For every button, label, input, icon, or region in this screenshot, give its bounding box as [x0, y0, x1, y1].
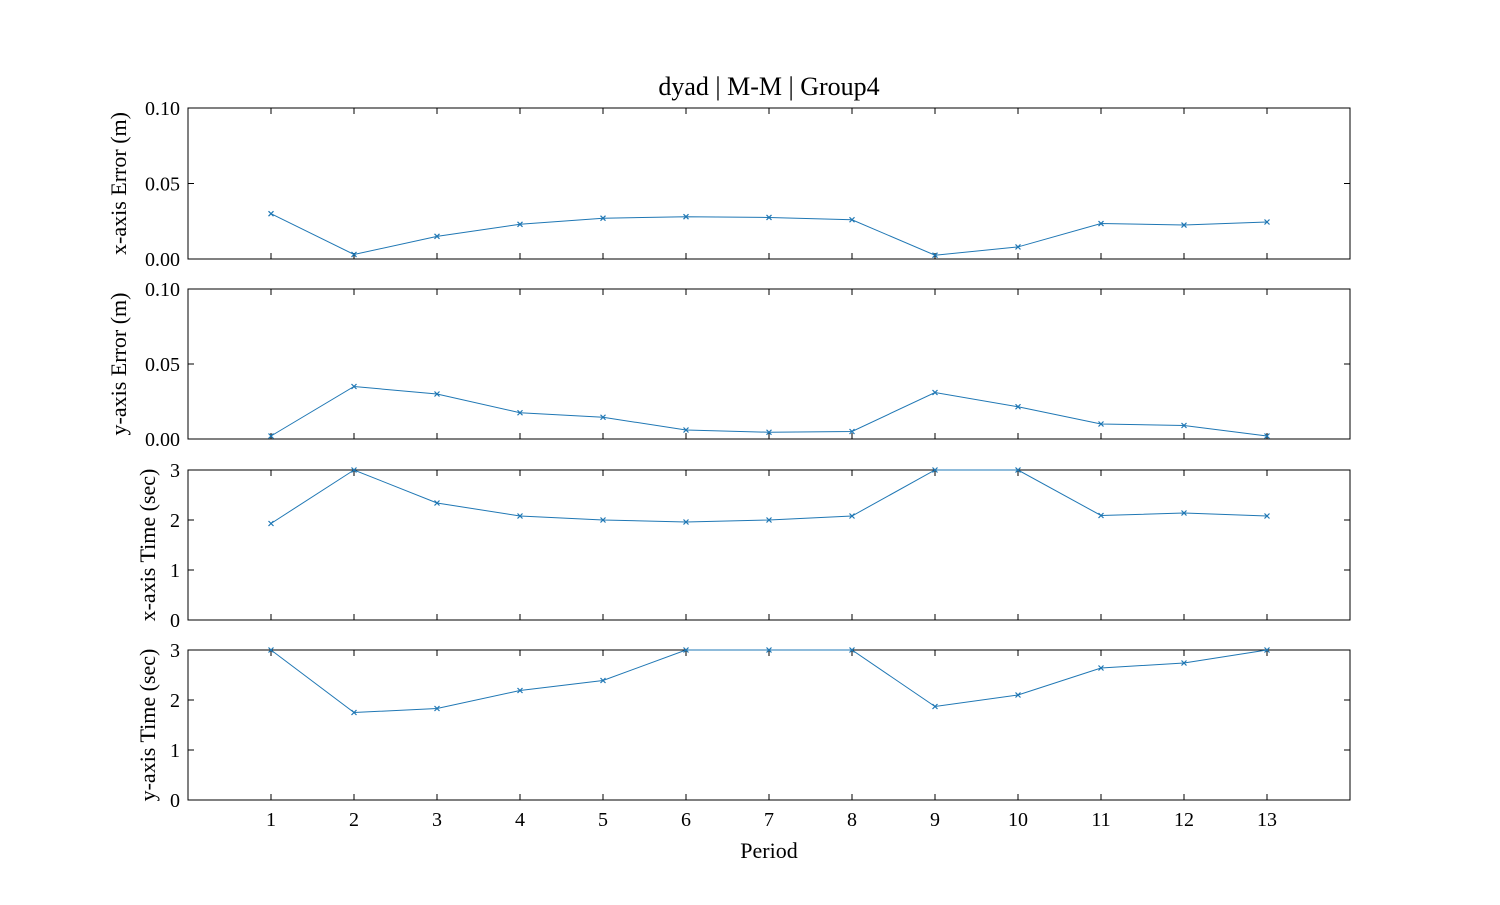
- subplot-3-point: [766, 517, 772, 523]
- subplot-4-frame: [187, 649, 1351, 801]
- subplot-1-point: [517, 221, 523, 228]
- subplot-2-point: [849, 428, 855, 435]
- subplot-2-point: [932, 389, 938, 396]
- subplot-3-series-line: [270, 469, 1268, 524]
- subplot-3-frame: [187, 469, 1351, 621]
- subplot-2-series-line: [270, 385, 1268, 437]
- subplot-4-series-line: [270, 649, 1268, 714]
- subplot-1-series-line: [270, 213, 1268, 256]
- subplot-3-point: [351, 467, 357, 473]
- x-tick-label: 4: [515, 809, 525, 831]
- subplot-1-point: [434, 233, 440, 240]
- subplot-4-point: [1015, 692, 1021, 698]
- x-tick-label: 3: [432, 809, 442, 831]
- subplot-2-point: [1015, 403, 1021, 410]
- subplot-3-ytick-label: 0: [170, 610, 180, 632]
- subplot-2-point: [268, 433, 274, 439]
- subplot-4-point: [268, 647, 274, 653]
- x-axis-label: Period: [740, 838, 797, 863]
- subplot-4-ylabel: y-axis Time (sec): [135, 649, 160, 802]
- subplot-1-point: [1098, 220, 1104, 227]
- subplot-3-point: [1098, 512, 1104, 519]
- subplot-3-point: [1181, 510, 1187, 516]
- subplot-3-ylabel: x-axis Time (sec): [135, 469, 160, 622]
- subplot-3-point: [932, 467, 938, 473]
- subplot-4-ytick-label: 3: [170, 640, 180, 662]
- subplot-4-ytick-label: 1: [170, 740, 180, 762]
- x-tick-label: 2: [349, 809, 359, 831]
- subplot-1-point: [268, 210, 274, 217]
- x-tick-label: 9: [930, 809, 940, 831]
- subplot-4-point: [1264, 647, 1270, 653]
- subplot-2-point: [517, 409, 523, 416]
- chart-title: dyad | M-M | Group4: [658, 72, 879, 101]
- subplot-1-point: [849, 216, 855, 223]
- subplot-3-point: [600, 517, 606, 523]
- subplot-2-ytick-label: 0.10: [145, 279, 180, 301]
- subplot-2-point: [766, 429, 772, 436]
- subplot-4-point: [517, 687, 523, 694]
- subplot-2-ylabel: y-axis Error (m): [106, 293, 131, 436]
- subplot-3-point: [1264, 513, 1270, 519]
- x-tick-label: 10: [1008, 809, 1028, 831]
- subplot-3-point: [849, 513, 855, 519]
- subplot-2-frame: [187, 288, 1351, 440]
- subplot-3-point: [517, 513, 523, 519]
- subplot-2-point: [1181, 422, 1187, 429]
- subplot-1-ylabel: x-axis Error (m): [106, 112, 131, 255]
- subplot-1-point: [1015, 243, 1021, 250]
- subplot-4-point: [600, 677, 606, 684]
- x-tick-label: 12: [1174, 809, 1194, 831]
- subplot-3-ytick-label: 2: [170, 510, 180, 532]
- subplot-1-frame: [187, 107, 1351, 260]
- subplot-2-point: [600, 414, 606, 421]
- subplot-4-point: [849, 647, 855, 653]
- subplot-2-ytick-label: 0.05: [145, 354, 180, 376]
- subplot-4-point: [1098, 665, 1104, 671]
- subplot-2-ytick-label: 0.00: [145, 429, 180, 451]
- subplot-4-ytick-label: 2: [170, 690, 180, 712]
- subplot-2-point: [683, 427, 689, 433]
- subplot-4-point: [932, 703, 938, 710]
- subplot-3-point: [434, 500, 440, 506]
- subplot-2-point: [351, 383, 357, 390]
- subplot-1-ytick-label: 0.10: [145, 98, 180, 120]
- subplot-1-ytick-label: 0.00: [145, 249, 180, 271]
- subplot-1-point: [683, 213, 689, 220]
- subplot-3-point: [268, 520, 274, 527]
- subplot-2-point: [1098, 421, 1104, 427]
- subplot-3-ytick-label: 1: [170, 560, 180, 582]
- subplot-2-point: [1264, 433, 1270, 439]
- subplot-1-point: [600, 215, 606, 222]
- x-tick-label: 6: [681, 809, 691, 831]
- subplot-1-point: [1264, 219, 1270, 225]
- subplot-3-point: [1015, 467, 1021, 473]
- subplot-1-ytick-label: 0.05: [145, 174, 180, 196]
- subplot-1-point: [351, 251, 357, 258]
- x-tick-label: 13: [1257, 809, 1277, 831]
- subplot-1-point: [766, 214, 772, 221]
- subplot-4-point: [766, 647, 772, 653]
- subplot-4-point: [351, 709, 357, 716]
- x-tick-label: 5: [598, 809, 608, 831]
- subplot-4-point: [683, 647, 689, 653]
- subplot-4-point: [434, 705, 440, 712]
- x-tick-label: 11: [1091, 809, 1110, 831]
- subplot-3-ytick-label: 3: [170, 460, 180, 482]
- x-tick-label: 1: [266, 809, 276, 831]
- subplot-2-point: [434, 391, 440, 397]
- x-tick-label: 7: [764, 809, 774, 831]
- subplot-1-point: [932, 252, 938, 259]
- subplot-4-ytick-label: 0: [170, 790, 180, 812]
- x-tick-label: 8: [847, 809, 857, 831]
- subplot-1-point: [1181, 222, 1187, 228]
- subplot-4-point: [1181, 660, 1187, 666]
- subplot-3-point: [683, 519, 689, 525]
